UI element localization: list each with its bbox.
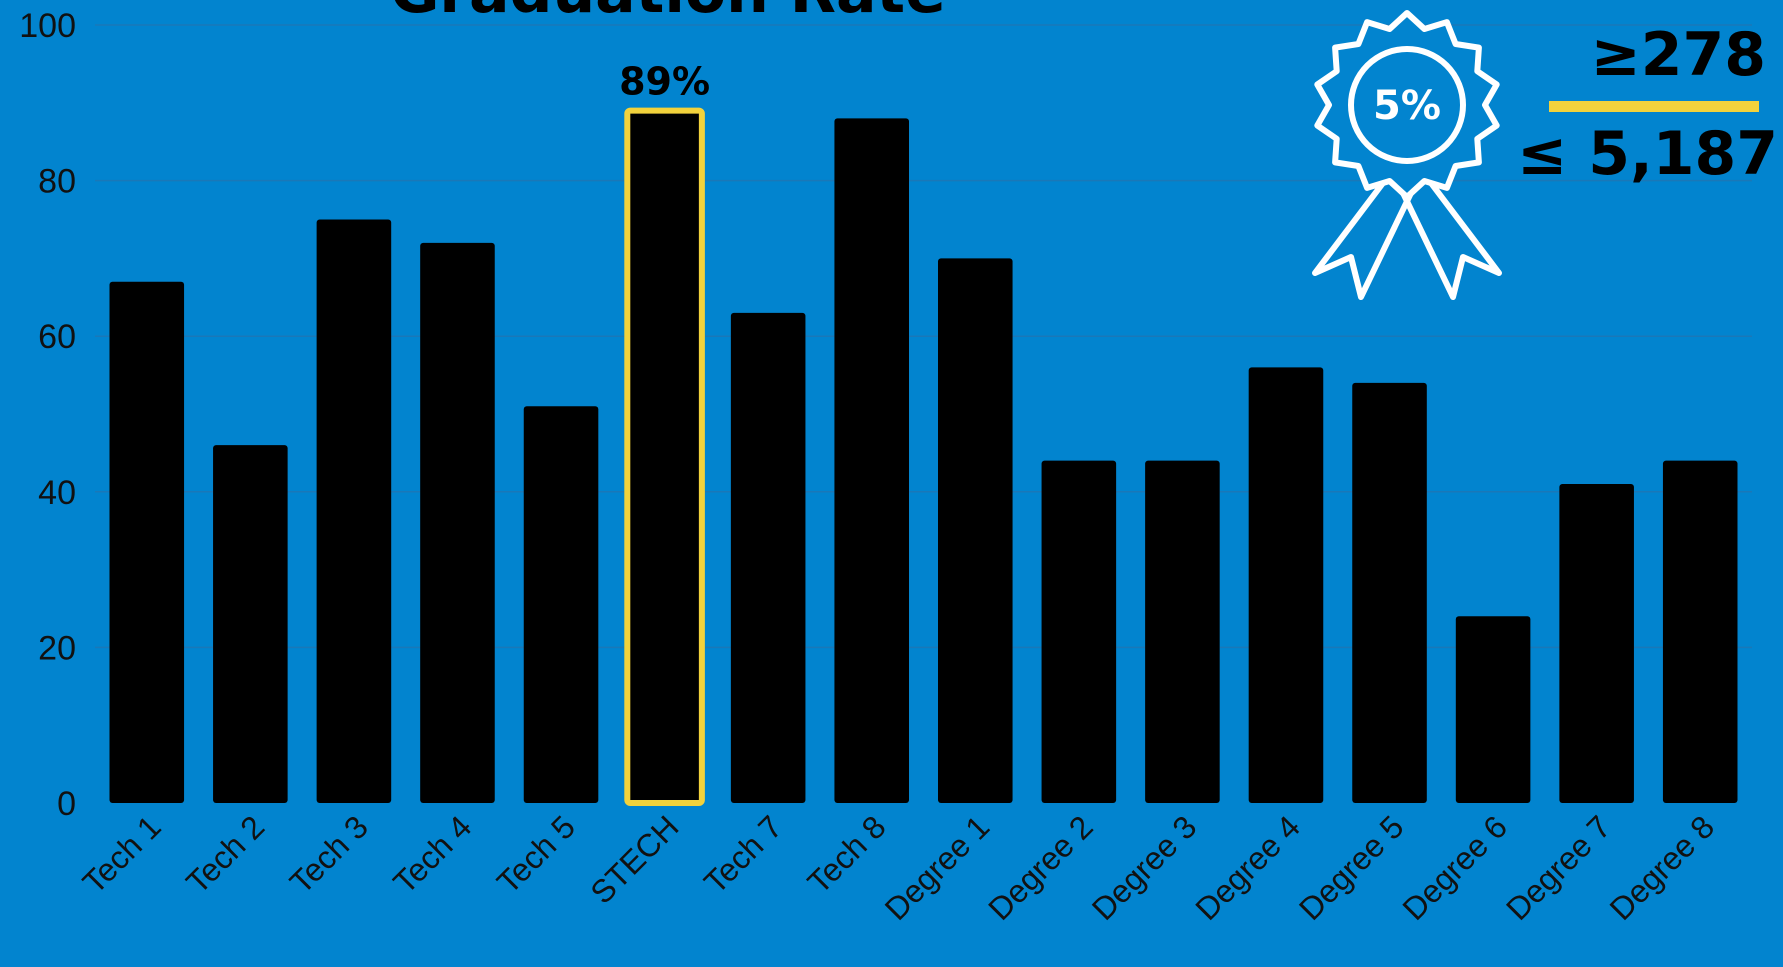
y-tick-label: 60: [38, 318, 76, 356]
ribbon-left: [1312, 180, 1414, 300]
bar-degree-7: [1559, 484, 1634, 803]
bar-degree-2: [1041, 460, 1117, 803]
bar-degree-5: [1352, 382, 1427, 803]
x-tick-label: Tech 3: [283, 808, 375, 900]
badge-label: 5%: [1373, 83, 1441, 129]
stat-divider: [1549, 101, 1759, 112]
y-tick-label: 80: [38, 163, 76, 201]
x-tick-label: Tech 5: [490, 808, 582, 900]
y-tick-label: 20: [38, 629, 76, 667]
award-ribbon-icon: 5%: [1312, 10, 1502, 300]
bar-degree-8: [1662, 460, 1738, 803]
stat-top: ≥278: [1590, 20, 1766, 90]
x-tick-label: Degree 5: [1292, 808, 1411, 927]
stat-bottom: ≤ 5,187: [1517, 119, 1778, 189]
x-tick-label: Degree 2: [981, 808, 1100, 927]
bar-degree-6: [1455, 616, 1531, 803]
x-tick-label: Tech 1: [76, 808, 168, 900]
badge-rosette: [1314, 10, 1500, 200]
chart-title: Graduation Rate: [390, 0, 946, 27]
x-tick-label: Degree 1: [878, 808, 997, 927]
x-axis-labels: Tech 1 Tech 2 Tech 3 Tech 4 Tech 5 STECH Tech …: [76, 808, 1722, 927]
x-tick-label: Degree 8: [1603, 808, 1722, 927]
x-tick-label: Degree 7: [1499, 808, 1618, 927]
y-axis-ticks: 0 20 40 60 80 100: [19, 7, 76, 823]
bar-degree-1: [937, 258, 1013, 803]
x-tick-label: Tech 7: [697, 808, 789, 900]
x-tick-label: Degree 6: [1396, 808, 1515, 927]
badge-inner-ring: [1348, 46, 1466, 164]
bars: [109, 107, 1738, 806]
bar-tech-7: [730, 312, 806, 803]
x-tick-label: Tech 4: [386, 808, 478, 900]
bar-stech: [624, 107, 705, 806]
y-tick-label: 100: [19, 7, 76, 45]
bar-degree-3: [1145, 460, 1220, 803]
bar-tech-5: [523, 406, 599, 803]
x-tick-label: Degree 3: [1085, 808, 1204, 927]
y-tick-label: 40: [38, 474, 76, 512]
bar-degree-4: [1248, 367, 1324, 803]
x-tick-label: Tech 2: [179, 808, 271, 900]
bar-tech-8: [834, 118, 910, 804]
x-tick-label: STECH: [583, 808, 685, 910]
bar-tech-1: [109, 281, 185, 803]
y-tick-label: 0: [57, 785, 76, 823]
x-tick-label: Tech 8: [801, 808, 893, 900]
bar-tech-4: [420, 242, 495, 804]
bar-tech-3: [316, 219, 392, 803]
highlight-data-label: 89%: [619, 60, 710, 104]
bar-tech-2: [213, 445, 288, 803]
x-tick-label: Degree 4: [1188, 808, 1307, 927]
ribbon-right: [1400, 180, 1502, 300]
